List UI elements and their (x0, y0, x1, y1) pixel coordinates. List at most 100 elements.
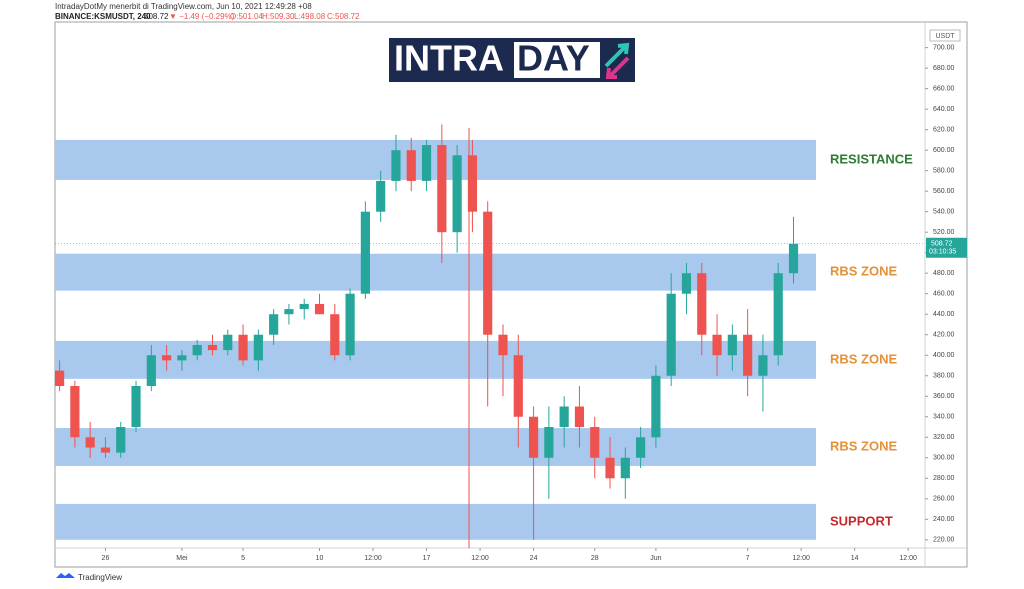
unit-box (929, 29, 961, 42)
x-tick-label: 5 (241, 555, 245, 562)
y-tick-label: 480.00 (933, 270, 955, 277)
y-tick-label: 540.00 (933, 209, 955, 216)
x-tick-label: 12:00 (792, 555, 810, 562)
low: L:498.08 (294, 12, 326, 21)
candle-body (651, 375, 661, 438)
candle-body (85, 437, 95, 448)
y-tick-label: 380.00 (933, 373, 955, 380)
x-tick-label: 14 (851, 555, 859, 562)
logo-arrow-down (605, 56, 630, 79)
candle-body (55, 370, 65, 386)
candle-body (146, 355, 156, 386)
y-tick-label: 300.00 (933, 455, 955, 462)
y-tick-label: 520.00 (933, 229, 955, 236)
candle-body (284, 309, 294, 315)
zone (55, 428, 816, 466)
y-tick-label: 240.00 (933, 516, 955, 523)
candle-body (207, 344, 218, 351)
plot: 220.00 240.00 260.00 280.00 300.00 320.00 340.… (55, 44, 967, 562)
y-tick-label: 640.00 (933, 106, 955, 113)
candle-body (299, 303, 309, 310)
price: 508.72 (144, 12, 169, 21)
candle-body (330, 314, 340, 356)
axis-unit: USDT (935, 33, 955, 40)
footer-logo (56, 573, 75, 578)
close: C:508.72 (327, 12, 360, 21)
y-tick-label: 420.00 (933, 332, 955, 339)
zone-label: RBS ZONE (830, 438, 898, 453)
y-tick-label: 220.00 (933, 537, 955, 544)
candle-body (100, 447, 111, 453)
candle-body (253, 334, 263, 361)
high: H:509.30 (262, 12, 295, 21)
ohlc-line: BINANCE:KSMUSDT, 240 508.72 ▼ −1.49 (−0.… (55, 12, 360, 21)
logo-arrow-up (604, 42, 630, 68)
zone-label: RBS ZONE (830, 351, 898, 366)
y-tick-label: 280.00 (933, 475, 955, 482)
x-tick-label: 7 (746, 555, 750, 562)
candle-body (788, 243, 799, 274)
x-tick-label: 12:00 (899, 555, 917, 562)
change: ▼ −1.49 (−0.29%) (169, 12, 235, 21)
candle-body (314, 303, 325, 315)
candle-body (559, 406, 569, 428)
candle-body (192, 344, 202, 356)
chart-frame (54, 21, 968, 568)
logo-right: DAY (517, 38, 590, 79)
y-tick-label: 700.00 (933, 44, 955, 51)
candle-body (574, 406, 585, 428)
candle-body (391, 150, 401, 181)
candle-body (636, 437, 646, 458)
x-tick-label: 24 (530, 555, 538, 562)
last-price-label: 508.72 (931, 241, 953, 248)
candle-body (269, 314, 279, 335)
candle-body (498, 334, 508, 356)
footer: TradingView (78, 573, 122, 582)
publisher: IntradayDotMy menerbit di TradingView.co… (55, 2, 312, 11)
y-tick-label: 620.00 (933, 127, 955, 134)
candle-body (177, 355, 187, 361)
open: O:501.04 (230, 12, 263, 21)
candle-body (483, 211, 493, 335)
candle-body (681, 273, 692, 294)
candle-body (467, 155, 478, 212)
candle-body (697, 273, 707, 335)
y-tick-label: 580.00 (933, 168, 955, 175)
candle-body (605, 457, 615, 479)
candle-body (620, 457, 630, 479)
candle-body (773, 273, 783, 356)
logo-left: INTRA (394, 38, 504, 79)
y-tick-label: 460.00 (933, 291, 955, 298)
candle-body (437, 145, 447, 233)
candle-body (131, 385, 141, 428)
y-tick-label: 660.00 (933, 85, 955, 92)
zone-label: SUPPORT (830, 513, 893, 528)
candle-body (406, 150, 416, 181)
x-tick-label: Mei (176, 555, 188, 562)
y-tick-label: 440.00 (933, 311, 955, 318)
logo: INTRA DAY (389, 38, 635, 82)
candle-body (70, 385, 80, 438)
x-tick-label: 28 (591, 555, 599, 562)
y-tick-label: 320.00 (933, 434, 955, 441)
y-tick-label: 260.00 (933, 496, 955, 503)
last-price-box (926, 237, 967, 258)
zone-label: RBS ZONE (830, 264, 898, 279)
candle-body (544, 427, 554, 458)
candle-body (223, 334, 233, 351)
candle-body (758, 355, 768, 376)
candle-body (360, 211, 370, 294)
y-tick-label: 340.00 (933, 414, 955, 421)
candle-body (666, 293, 676, 376)
y-tick-label: 680.00 (933, 65, 955, 72)
candle-body (590, 427, 600, 458)
logo-box (514, 42, 600, 78)
candle-body (376, 180, 386, 212)
candle-body (727, 334, 737, 356)
x-tick-label: Jun (650, 555, 661, 562)
x-tick-label: 26 (102, 555, 110, 562)
candle-body (513, 355, 523, 417)
x-tick-label: 10 (316, 555, 324, 562)
candle-body (238, 334, 248, 361)
